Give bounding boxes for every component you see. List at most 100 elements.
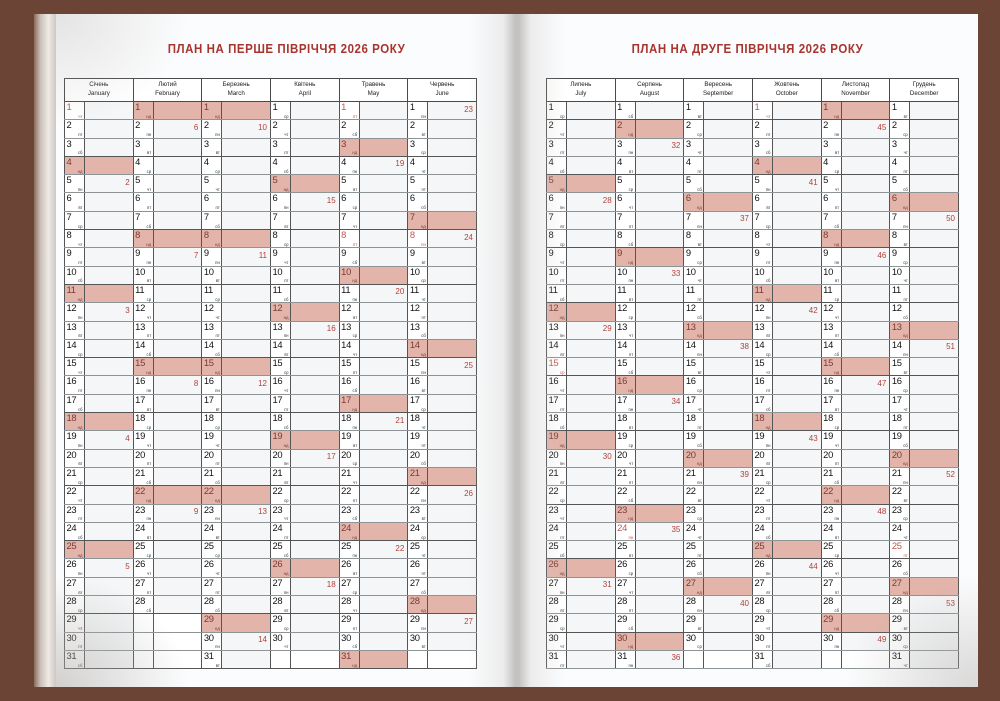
day-cell-february-19[interactable]: 19 чт [132, 430, 154, 450]
note-cell[interactable] [153, 155, 203, 176]
note-cell[interactable] [703, 320, 753, 340]
note-cell[interactable] [566, 283, 616, 304]
day-cell-december-20[interactable]: 20 нд [889, 448, 911, 468]
note-cell[interactable] [84, 521, 134, 542]
day-cell-december-9[interactable]: 9 ср [889, 247, 911, 267]
note-cell[interactable] [566, 210, 616, 231]
note-cell[interactable] [841, 210, 891, 231]
day-cell-june-28[interactable]: 28 нд [407, 595, 429, 615]
note-cell[interactable] [841, 430, 891, 450]
day-cell-august-9[interactable]: 9 нд [614, 247, 636, 267]
note-cell[interactable]: 19 [359, 155, 409, 176]
day-cell-august-18[interactable]: 18 вт [614, 412, 636, 432]
note-cell[interactable]: 32 [635, 137, 685, 157]
day-cell-may-8[interactable]: 8 пт [338, 229, 360, 249]
day-cell-june-3[interactable]: 3 ср [407, 137, 429, 157]
day-cell-april-9[interactable]: 9 чт [270, 247, 292, 267]
note-cell[interactable] [772, 283, 822, 304]
note-cell[interactable] [566, 521, 616, 542]
day-cell-october-26[interactable]: 26 пн [752, 558, 773, 578]
day-cell-july-10[interactable]: 10 пт [546, 265, 567, 285]
note-cell[interactable] [153, 558, 203, 578]
day-cell-march-10[interactable]: 10 вт [201, 265, 223, 285]
day-cell-july-6[interactable]: 6 пн [546, 192, 567, 212]
day-cell-november-22[interactable]: 22 нд [820, 485, 842, 505]
day-cell-october-19[interactable]: 19 пн [752, 430, 773, 450]
note-cell[interactable] [221, 137, 272, 157]
note-cell[interactable]: 30 [566, 448, 616, 468]
day-cell-november-27[interactable]: 27 пт [820, 576, 842, 597]
note-cell[interactable] [290, 100, 340, 121]
note-cell[interactable]: 28 [566, 192, 616, 212]
note-cell[interactable] [290, 649, 340, 670]
note-cell[interactable] [772, 485, 822, 505]
day-cell-may-31[interactable]: 31 нд [338, 649, 360, 670]
note-cell[interactable] [153, 283, 203, 304]
day-cell-june-30[interactable]: 30 вт [407, 631, 429, 651]
note-cell[interactable] [427, 210, 477, 231]
day-cell-july-25[interactable]: 25 сб [546, 540, 567, 560]
day-cell-november-18[interactable]: 18 ср [820, 412, 842, 432]
day-cell-february-24[interactable]: 24 вт [132, 521, 154, 542]
day-cell-february-16[interactable]: 16 пн [132, 375, 154, 395]
note-cell[interactable] [909, 649, 959, 670]
day-cell-december-25[interactable]: 25 пт [889, 540, 911, 560]
day-cell-september-17[interactable]: 17 чт [683, 393, 705, 414]
day-cell-june-2[interactable]: 2 вт [407, 119, 429, 139]
day-cell-january-17[interactable]: 17 сб [64, 393, 85, 414]
day-cell-march-28[interactable]: 28 сб [201, 595, 223, 615]
note-cell[interactable] [359, 393, 409, 414]
note-cell[interactable] [635, 229, 685, 249]
day-cell-july-20[interactable]: 20 пн [546, 448, 567, 468]
note-cell[interactable] [290, 430, 340, 450]
note-cell[interactable] [290, 503, 340, 523]
day-cell-april-28[interactable]: 28 вт [270, 595, 292, 615]
day-cell-april-19[interactable]: 19 нд [270, 430, 292, 450]
note-cell[interactable] [635, 174, 685, 194]
note-cell[interactable] [427, 283, 477, 304]
note-cell[interactable] [427, 503, 477, 523]
day-cell-april-8[interactable]: 8 ср [270, 229, 292, 249]
day-cell-march-24[interactable]: 24 вт [201, 521, 223, 542]
day-cell-december-2[interactable]: 2 ср [889, 119, 911, 139]
day-cell-march-31[interactable]: 31 вт [201, 649, 223, 670]
day-cell-july-23[interactable]: 23 чт [546, 503, 567, 523]
note-cell[interactable] [841, 338, 891, 359]
day-cell-september-18[interactable]: 18 пт [683, 412, 705, 432]
note-cell[interactable] [359, 631, 409, 651]
day-cell-march-12[interactable]: 12 чт [201, 302, 223, 322]
day-cell-march-16[interactable]: 16 пн [201, 375, 223, 395]
note-cell[interactable]: 29 [566, 320, 616, 340]
day-cell-august-22[interactable]: 22 сб [614, 485, 636, 505]
day-cell-august-2[interactable]: 2 нд [614, 119, 636, 139]
day-cell-february-15[interactable]: 15 нд [132, 357, 154, 377]
note-cell[interactable]: 33 [635, 265, 685, 285]
note-cell[interactable] [772, 412, 822, 432]
note-cell[interactable] [703, 576, 753, 597]
note-cell[interactable] [221, 302, 272, 322]
note-cell[interactable] [153, 357, 203, 377]
day-cell-november-3[interactable]: 3 вт [820, 137, 842, 157]
day-cell-june-21[interactable]: 21 нд [407, 466, 429, 487]
note-cell[interactable] [909, 229, 959, 249]
note-cell[interactable] [909, 503, 959, 523]
note-cell[interactable] [841, 302, 891, 322]
day-cell-july-1[interactable]: 1 ср [546, 100, 567, 121]
note-cell[interactable] [566, 119, 616, 139]
day-cell-march-19[interactable]: 19 чт [201, 430, 223, 450]
note-cell[interactable]: 8 [153, 375, 203, 395]
day-cell-may-11[interactable]: 11 пн [338, 283, 360, 304]
note-cell[interactable] [841, 265, 891, 285]
note-cell[interactable] [427, 320, 477, 340]
day-cell-july-30[interactable]: 30 чт [546, 631, 567, 651]
note-cell[interactable] [566, 393, 616, 414]
day-cell-january-13[interactable]: 13 вт [64, 320, 85, 340]
day-cell-september-26[interactable]: 26 сб [683, 558, 705, 578]
day-cell-november-15[interactable]: 15 нд [820, 357, 842, 377]
note-cell[interactable] [427, 576, 477, 597]
note-cell[interactable] [703, 430, 753, 450]
note-cell[interactable] [84, 247, 134, 267]
note-cell[interactable] [427, 595, 477, 615]
day-cell-october-18[interactable]: 18 нд [752, 412, 773, 432]
note-cell[interactable] [427, 137, 477, 157]
